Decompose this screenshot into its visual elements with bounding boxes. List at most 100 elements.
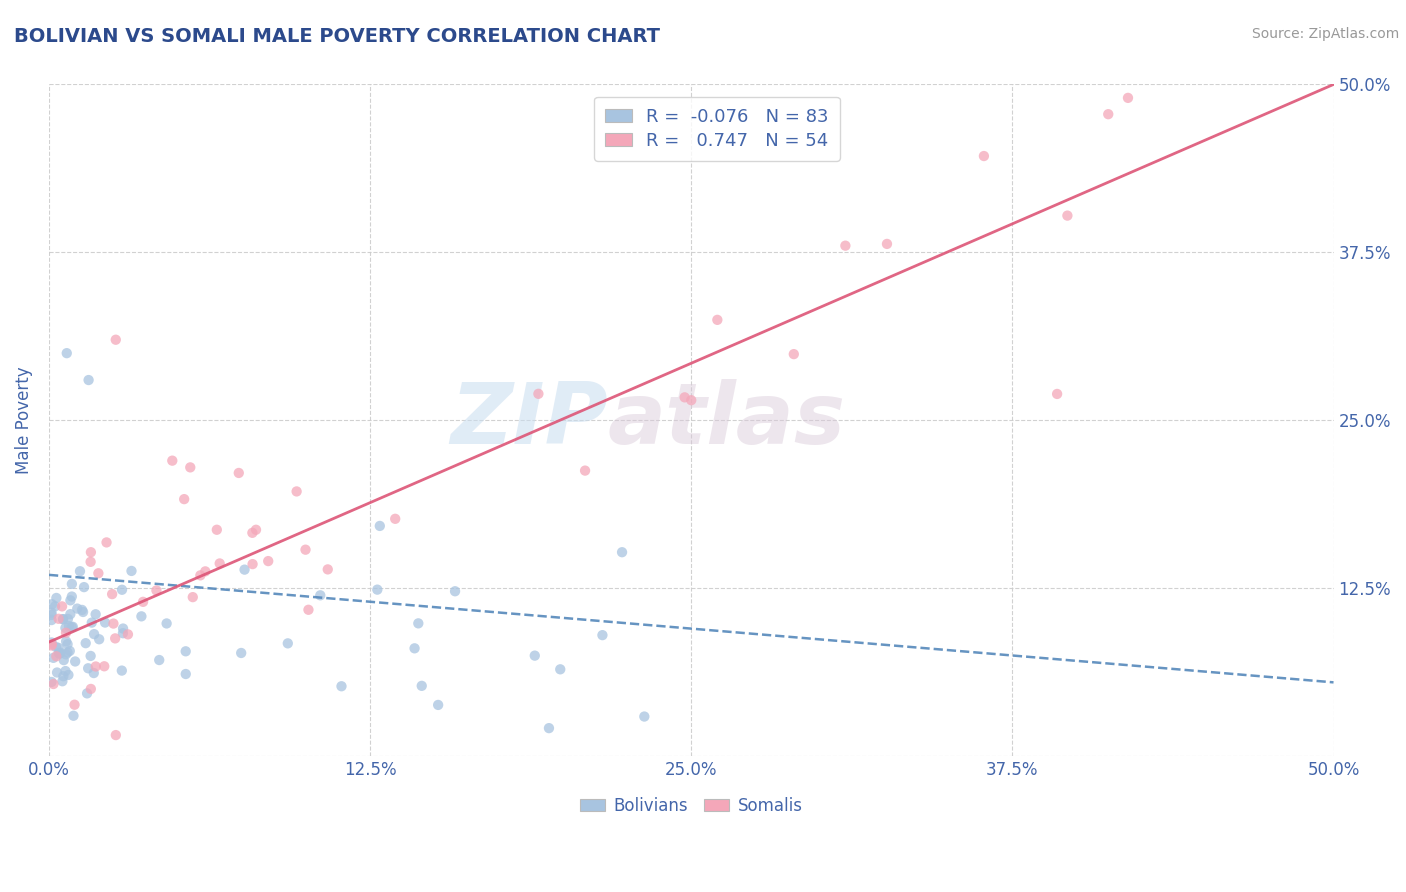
- Point: [527, 386, 550, 401]
- Point: [60, 577, 83, 591]
- Point: [69, 564, 91, 578]
- Point: [52, 612, 75, 626]
- Point: [79, 555, 101, 569]
- Point: [1046, 387, 1069, 401]
- Text: ZIP: ZIP: [450, 379, 607, 462]
- Point: [111, 626, 134, 640]
- Point: [62, 620, 84, 634]
- Point: [41, 637, 63, 651]
- Text: atlas: atlas: [607, 379, 846, 462]
- Point: [70, 603, 93, 617]
- Point: [427, 698, 450, 712]
- Point: [834, 238, 856, 252]
- Point: [48, 612, 70, 626]
- Point: [384, 512, 406, 526]
- Point: [104, 728, 127, 742]
- Point: [408, 616, 430, 631]
- Point: [101, 587, 124, 601]
- Point: [205, 523, 228, 537]
- Point: [706, 313, 728, 327]
- Point: [257, 554, 280, 568]
- Point: [309, 588, 332, 602]
- Point: [876, 236, 898, 251]
- Legend: Bolivians, Somalis: Bolivians, Somalis: [574, 790, 810, 822]
- Point: [84, 607, 107, 622]
- Point: [610, 545, 633, 559]
- Point: [83, 666, 105, 681]
- Point: [104, 333, 127, 347]
- Point: [330, 679, 353, 693]
- Point: [80, 681, 103, 696]
- Point: [240, 525, 263, 540]
- Point: [56, 645, 79, 659]
- Point: [41, 635, 63, 649]
- Point: [1056, 209, 1078, 223]
- Point: [46, 665, 69, 680]
- Point: [294, 542, 316, 557]
- Point: [121, 564, 143, 578]
- Point: [63, 698, 86, 712]
- Point: [41, 597, 63, 611]
- Point: [366, 582, 388, 597]
- Point: [181, 590, 204, 604]
- Point: [111, 664, 134, 678]
- Point: [242, 557, 264, 571]
- Point: [56, 637, 79, 651]
- Point: [55, 346, 77, 360]
- Point: [52, 669, 75, 683]
- Point: [681, 393, 703, 408]
- Point: [94, 615, 117, 630]
- Point: [103, 616, 125, 631]
- Point: [41, 607, 63, 622]
- Point: [83, 627, 105, 641]
- Point: [55, 625, 77, 640]
- Point: [411, 679, 433, 693]
- Point: [404, 641, 426, 656]
- Point: [444, 584, 467, 599]
- Point: [131, 609, 153, 624]
- Point: [66, 601, 89, 615]
- Point: [285, 484, 308, 499]
- Point: [537, 721, 560, 735]
- Point: [89, 632, 111, 647]
- Point: [52, 612, 75, 626]
- Point: [55, 621, 77, 635]
- Point: [156, 616, 179, 631]
- Point: [112, 622, 135, 636]
- Point: [59, 644, 82, 658]
- Point: [84, 659, 107, 673]
- Point: [80, 545, 103, 559]
- Point: [96, 535, 118, 549]
- Point: [58, 619, 80, 633]
- Point: [79, 648, 101, 663]
- Point: [194, 565, 217, 579]
- Point: [1097, 107, 1119, 121]
- Point: [62, 708, 84, 723]
- Point: [233, 563, 256, 577]
- Point: [633, 709, 655, 723]
- Point: [93, 659, 115, 673]
- Point: [41, 613, 63, 627]
- Point: [132, 595, 155, 609]
- Point: [63, 655, 86, 669]
- Point: [231, 646, 253, 660]
- Point: [297, 603, 319, 617]
- Point: [73, 580, 96, 594]
- Point: [77, 373, 100, 387]
- Point: [973, 149, 995, 163]
- Point: [316, 562, 339, 576]
- Point: [574, 464, 596, 478]
- Point: [548, 662, 571, 676]
- Point: [55, 648, 77, 662]
- Point: [42, 677, 65, 691]
- Point: [51, 599, 73, 614]
- Point: [60, 590, 83, 604]
- Point: [77, 661, 100, 675]
- Point: [148, 653, 170, 667]
- Point: [41, 606, 63, 620]
- Point: [41, 675, 63, 690]
- Point: [174, 667, 197, 681]
- Point: [245, 523, 267, 537]
- Point: [80, 615, 103, 630]
- Point: [59, 593, 82, 607]
